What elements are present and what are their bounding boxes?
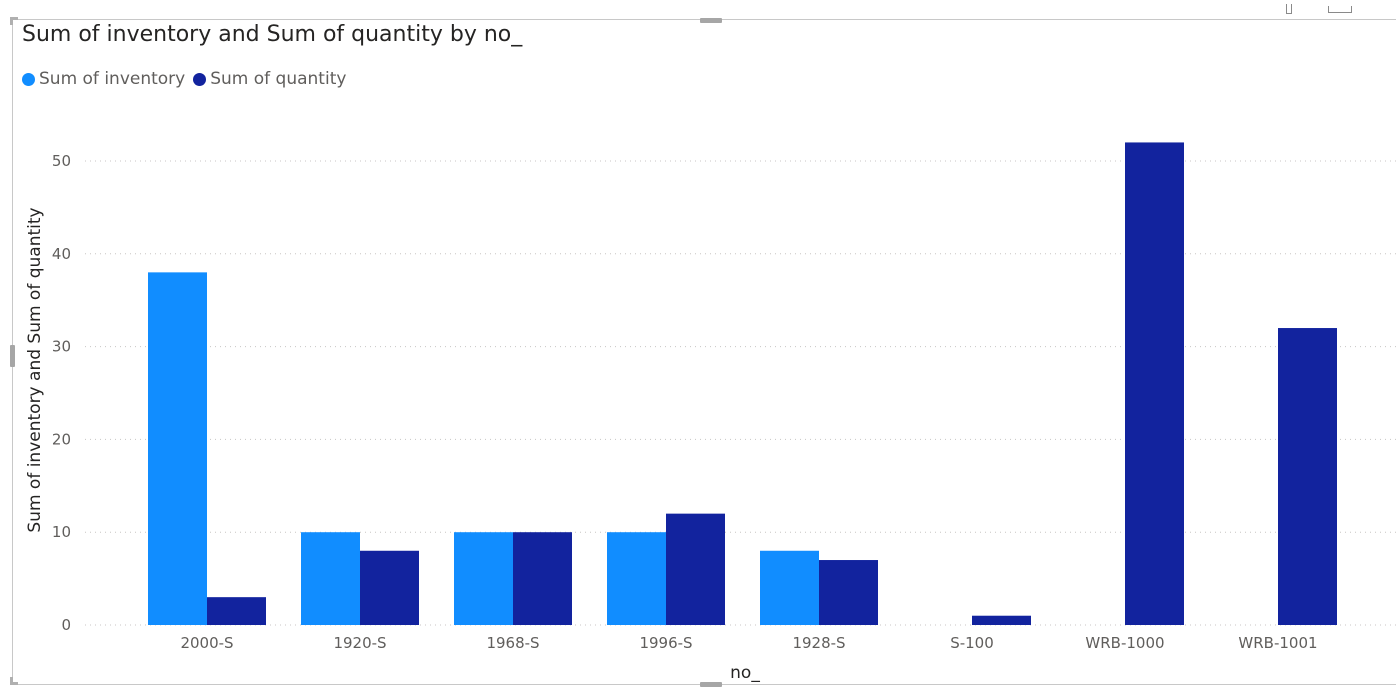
frame-corner-bottom-left-v <box>10 677 13 685</box>
focus-mode-icon[interactable] <box>1286 4 1292 14</box>
y-tick-label: 40 <box>52 245 71 263</box>
y-tick-label: 10 <box>52 523 71 541</box>
bar-quantity[interactable] <box>207 597 266 625</box>
frame-corner-top-left <box>10 17 18 20</box>
x-tick-label: 2000-S <box>180 634 233 652</box>
legend-item-inventory[interactable]: Sum of inventory <box>22 69 185 89</box>
x-tick-label: S-100 <box>950 634 994 652</box>
x-tick-label: WRB-1001 <box>1238 634 1317 652</box>
x-tick-label: WRB-1000 <box>1085 634 1164 652</box>
resize-handle-bottom[interactable] <box>700 682 722 687</box>
legend: Sum of inventory Sum of quantity <box>22 69 354 89</box>
bars <box>148 142 1337 625</box>
bar-quantity[interactable] <box>1278 328 1337 625</box>
x-tick-label: 1920-S <box>333 634 386 652</box>
bar-quantity[interactable] <box>666 513 725 625</box>
resize-handle-top[interactable] <box>700 18 722 23</box>
x-tick-label: 1968-S <box>486 634 539 652</box>
legend-label-quantity: Sum of quantity <box>210 69 347 89</box>
bar-quantity[interactable] <box>819 560 878 625</box>
bar-inventory[interactable] <box>760 550 819 625</box>
resize-handle-left[interactable] <box>10 345 15 367</box>
x-tick-label: 1928-S <box>792 634 845 652</box>
legend-label-inventory: Sum of inventory <box>39 69 186 89</box>
legend-marker-inventory <box>22 72 35 86</box>
gridlines <box>85 160 1396 626</box>
bar-quantity[interactable] <box>360 550 419 625</box>
y-tick-label: 0 <box>61 616 71 634</box>
bar-inventory[interactable] <box>301 532 360 625</box>
y-axis-title: Sum of inventory and Sum of quantity <box>25 207 45 532</box>
y-tick-label: 30 <box>52 338 71 356</box>
bar-quantity[interactable] <box>972 615 1031 625</box>
y-tick-label: 20 <box>52 430 71 448</box>
legend-item-quantity[interactable]: Sum of quantity <box>193 69 346 89</box>
x-axis-ticks: 2000-S 1920-S 1968-S 1996-S 1928-S S-100 WRB-1… <box>180 634 1317 652</box>
frame-corner-bottom-left <box>10 682 18 685</box>
legend-marker-quantity <box>193 72 207 86</box>
y-axis-ticks: 0 10 20 30 40 50 <box>52 152 71 634</box>
bar-inventory[interactable] <box>607 532 666 625</box>
bar-inventory[interactable] <box>454 532 513 625</box>
bar-quantity[interactable] <box>513 532 572 625</box>
x-tick-label: 1996-S <box>639 634 692 652</box>
frame-corner-top-left-v <box>10 17 13 25</box>
chart-title: Sum of inventory and Sum of quantity by … <box>22 22 523 47</box>
y-tick-label: 50 <box>52 152 71 170</box>
visual-header-icons <box>1286 4 1352 14</box>
x-axis-title: no_ <box>730 663 760 683</box>
bar-inventory[interactable] <box>148 272 207 625</box>
bar-quantity[interactable] <box>1125 142 1184 625</box>
more-options-icon[interactable] <box>1328 5 1352 13</box>
